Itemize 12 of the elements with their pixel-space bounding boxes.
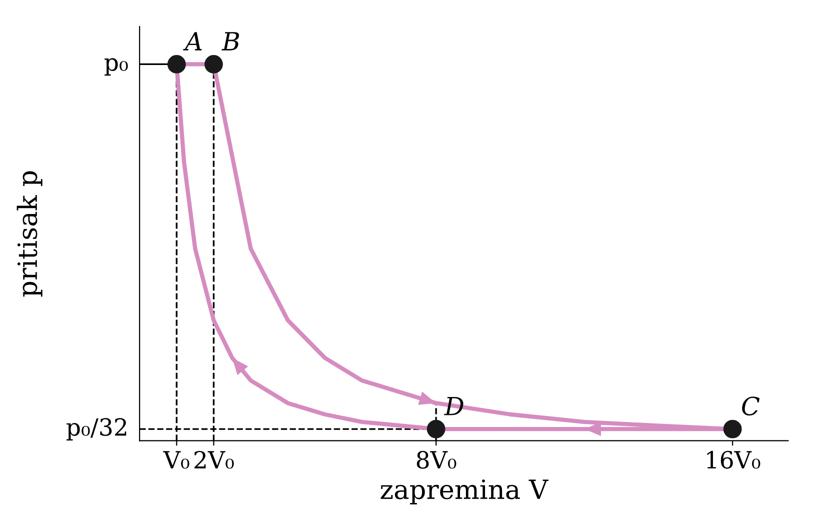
x-tick-label: 16V₀ xyxy=(707,450,760,469)
x-tick-label: 8V₀ xyxy=(416,450,456,469)
ref-line-label: p₀ xyxy=(104,58,128,76)
x-axis-title: zapremina V xyxy=(380,479,548,504)
y-axis-title: pritisak p xyxy=(16,171,42,297)
annotation: C xyxy=(742,396,760,416)
ref-line-label: p₀/32 xyxy=(66,418,126,440)
annotation: D xyxy=(444,396,464,416)
x-tick-label: V₀ xyxy=(163,451,190,469)
annotation: A xyxy=(183,32,202,50)
x-tick-label: 2V₀ xyxy=(194,450,234,469)
annotation: B xyxy=(222,32,239,50)
